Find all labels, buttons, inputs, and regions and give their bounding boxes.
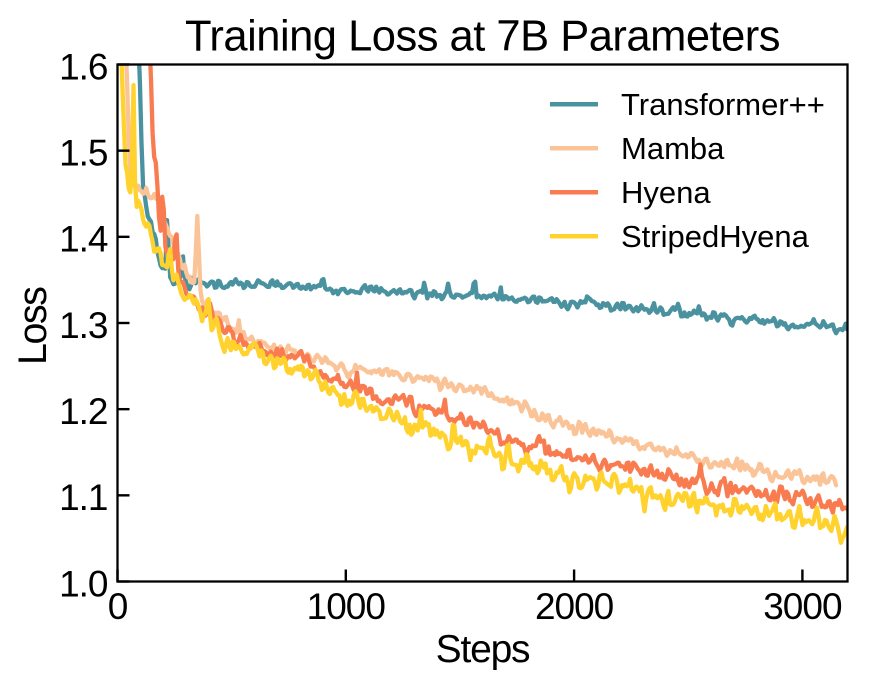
svg-text:Transformer++: Transformer++ [621, 87, 825, 122]
svg-text:3000: 3000 [763, 586, 842, 627]
svg-text:Hyena: Hyena [621, 175, 711, 210]
svg-text:Mamba: Mamba [621, 131, 725, 166]
svg-text:1.2: 1.2 [59, 391, 107, 432]
svg-text:1.3: 1.3 [59, 305, 107, 346]
svg-text:Loss: Loss [11, 287, 55, 365]
svg-text:2000: 2000 [535, 586, 614, 627]
svg-text:1.6: 1.6 [59, 46, 107, 87]
svg-text:1.0: 1.0 [59, 563, 108, 604]
svg-text:StripedHyena: StripedHyena [621, 219, 810, 254]
svg-text:1.1: 1.1 [59, 477, 107, 518]
svg-text:1000: 1000 [307, 586, 386, 627]
svg-text:Steps: Steps [436, 628, 530, 671]
svg-text:Training Loss at 7B Parameters: Training Loss at 7B Parameters [185, 13, 780, 61]
svg-text:1.5: 1.5 [59, 133, 108, 174]
svg-text:1.4: 1.4 [59, 219, 108, 260]
svg-text:0: 0 [108, 586, 128, 627]
